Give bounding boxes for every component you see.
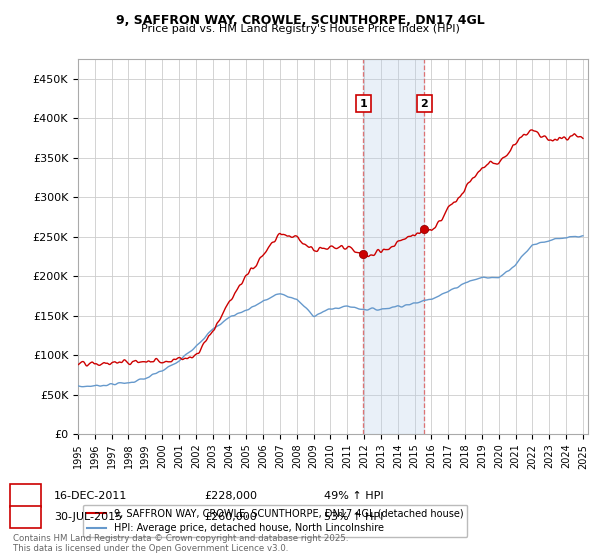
Text: 53% ↑ HPI: 53% ↑ HPI bbox=[324, 512, 383, 522]
Text: £228,000: £228,000 bbox=[204, 491, 257, 501]
Text: 1: 1 bbox=[22, 491, 29, 501]
Text: 16-DEC-2011: 16-DEC-2011 bbox=[54, 491, 127, 501]
Text: 30-JUL-2015: 30-JUL-2015 bbox=[54, 512, 122, 522]
Text: 1: 1 bbox=[359, 99, 367, 109]
Text: Contains HM Land Registry data © Crown copyright and database right 2025.
This d: Contains HM Land Registry data © Crown c… bbox=[13, 534, 349, 553]
Bar bbox=[364, 59, 424, 434]
Text: 9, SAFFRON WAY, CROWLE, SCUNTHORPE, DN17 4GL: 9, SAFFRON WAY, CROWLE, SCUNTHORPE, DN17… bbox=[116, 14, 484, 27]
Text: Price paid vs. HM Land Registry's House Price Index (HPI): Price paid vs. HM Land Registry's House … bbox=[140, 24, 460, 34]
Text: £260,000: £260,000 bbox=[204, 512, 257, 522]
Legend: 9, SAFFRON WAY, CROWLE, SCUNTHORPE, DN17 4GL (detached house), HPI: Average pric: 9, SAFFRON WAY, CROWLE, SCUNTHORPE, DN17… bbox=[83, 505, 467, 537]
Text: 2: 2 bbox=[421, 99, 428, 109]
Text: 2: 2 bbox=[22, 512, 29, 522]
Text: 49% ↑ HPI: 49% ↑ HPI bbox=[324, 491, 383, 501]
